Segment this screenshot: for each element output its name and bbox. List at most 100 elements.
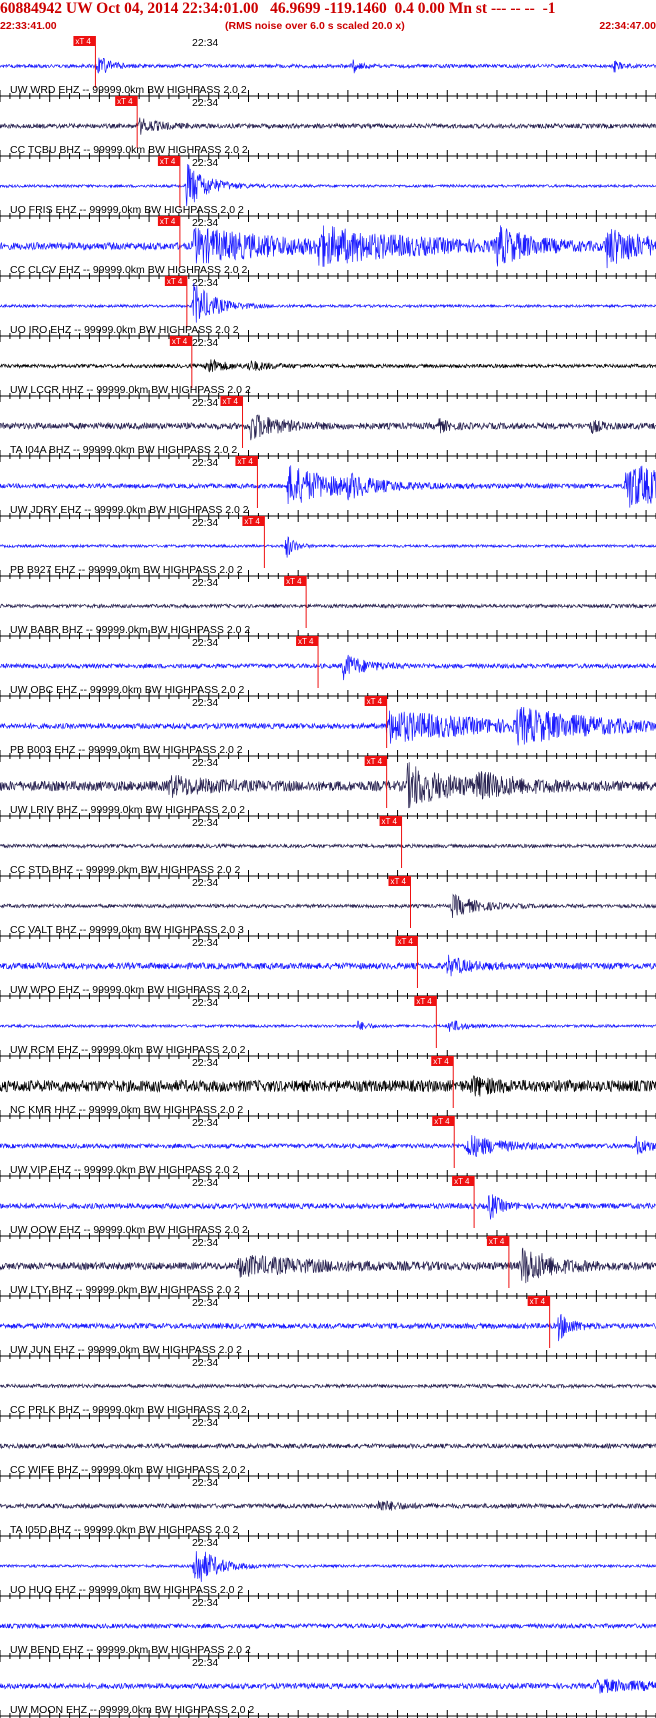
station-label: CC PRLK BHZ -- 99999.0km BW HIGHPASS 2.0… — [10, 1404, 247, 1416]
pick-label: xT 4 — [223, 397, 239, 406]
trace-panel: 22:34 xT 4 UW LCCR HHZ -- 99999.0km BW HIG… — [0, 336, 656, 402]
waveform-line — [0, 842, 656, 850]
station-label: UO IRO EHZ -- 99999.0km BW HIGHPASS 2.0 … — [10, 324, 239, 336]
time-mark-label: 22:34 — [192, 157, 218, 169]
station-label: UO HUO EHZ -- 99999.0km BW HIGHPASS 2.0 … — [10, 1584, 243, 1596]
pick-flag — [296, 636, 319, 646]
station-label: UW LCCR HHZ -- 99999.0km BW HIGHPASS 2.0… — [10, 384, 251, 396]
time-mark-label: 22:34 — [192, 817, 218, 829]
trace-panel: 22:34 xT 4 UO FRIS EHZ -- 99999.0km BW HIG… — [0, 156, 656, 222]
pick-flag — [157, 156, 180, 166]
waveform-line — [0, 225, 656, 269]
pick-flag — [220, 396, 243, 406]
pick-label: xT 4 — [172, 337, 188, 346]
waveform-line — [0, 1442, 656, 1450]
trace-panel: 22:34 xT 4 UW WPO EHZ -- 99999.0km BW HIGH… — [0, 936, 656, 1002]
time-mark-label: 22:34 — [192, 697, 218, 709]
trace-panel: 22:34 xT 4 NC KMR HHZ -- 99999.0km BW HIGH… — [0, 1056, 656, 1122]
pick-label: xT 4 — [298, 637, 314, 646]
pick-flag — [527, 1296, 550, 1306]
waveform-line — [0, 1020, 656, 1032]
waveform-line — [0, 1382, 656, 1390]
time-mark-label: 22:34 — [192, 1597, 218, 1609]
pick-flag — [169, 336, 192, 346]
trace-panel: 22:34 xT 4 UW JDRY EHZ -- 99999.0km BW HIG… — [0, 456, 656, 522]
trace-panel: 22:34 xT 4 CC VALT BHZ -- 99999.0km BW HIG… — [0, 876, 656, 942]
pick-flag — [379, 816, 402, 826]
time-mark-label: 22:34 — [192, 1477, 218, 1489]
time-mark-label: 22:34 — [192, 1417, 218, 1429]
station-label: UO FRIS EHZ -- 99999.0km BW HIGHPASS 2.0… — [10, 204, 244, 216]
seismogram-plot: 22:34 xT 4 UW WRD EHZ -- 99999.0km BW HIGH… — [0, 36, 656, 1718]
station-label: PB B003 EHZ -- 99999.0km BW HIGHPASS 2.0… — [10, 744, 243, 756]
station-label: UW OOW EHZ -- 99999.0km BW HIGHPASS 2.0 … — [10, 1224, 248, 1236]
station-label: UW VIP EHZ -- 99999.0km BW HIGHPASS 2.0 … — [10, 1164, 239, 1176]
station-label: CC TCBU BHZ -- 99999.0km BW HIGHPASS 2.0… — [10, 144, 248, 156]
station-label: TA I05D BHZ -- 99999.0km BW HIGHPASS 2.0… — [10, 1524, 239, 1536]
time-mark-label: 22:34 — [192, 1357, 218, 1369]
time-mark-label: 22:34 — [192, 877, 218, 889]
pick-flag — [364, 756, 387, 766]
time-mark-label: 22:34 — [192, 1117, 218, 1129]
station-label: UW WRD EHZ -- 99999.0km BW HIGHPASS 2.0 … — [10, 84, 247, 96]
waveform-line — [0, 602, 656, 610]
station-label: PB B927 EHZ -- 99999.0km BW HIGHPASS 2.0… — [10, 564, 243, 576]
trace-panel: 22:34 xT 4 CC CLCV EHZ -- 99999.0km BW HIG… — [0, 216, 656, 282]
waveform-line — [0, 1135, 656, 1158]
plot-header: 60884942 UW Oct 04, 2014 22:34:01.00 46.… — [0, 0, 656, 36]
waveform-line — [0, 1551, 656, 1582]
waveform-line — [0, 1313, 656, 1342]
station-label: CC STD BHZ -- 99999.0km BW HIGHPASS 2.0 … — [10, 864, 240, 876]
pick-label: xT 4 — [367, 757, 383, 766]
time-mark-label: 22:34 — [192, 757, 218, 769]
pick-label: xT 4 — [416, 997, 432, 1006]
pick-label: xT 4 — [489, 1237, 505, 1246]
pick-flag — [395, 936, 418, 946]
trace-panel: 22:34 xT 4 PB B927 EHZ -- 99999.0km BW HIG… — [0, 516, 656, 582]
pick-flag — [235, 456, 258, 466]
pick-label: xT 4 — [390, 877, 406, 886]
waveform-line — [0, 117, 656, 135]
pick-label: xT 4 — [434, 1117, 450, 1126]
station-label: UW JUN EHZ -- 99999.0km BW HIGHPASS 2.0 … — [10, 1344, 242, 1356]
pick-label: xT 4 — [433, 1057, 449, 1066]
trace-panel: 22:34 xT 4 CC TCBU BHZ -- 99999.0km BW HIG… — [0, 96, 656, 162]
pick-label: xT 4 — [160, 157, 176, 166]
waveform-line — [0, 282, 656, 323]
waveform-line — [0, 1247, 656, 1284]
pick-flag — [73, 36, 96, 46]
trace-panel: 22:34 UO HUO EHZ -- 99999.0km BW HIGHPASS… — [0, 1537, 656, 1602]
station-label: UW BEND EHZ -- 99999.0km BW HIGHPASS 2.0… — [10, 1644, 251, 1656]
trace-panel: 22:34 xT 4 UW LRIV BHZ -- 99999.0km BW HIG… — [0, 756, 656, 822]
trace-panel: 22:34 UW MOON EHZ -- 99999.0km BW HIGHPAS… — [0, 1657, 656, 1718]
pick-flag — [431, 1056, 454, 1066]
pick-label: xT 4 — [160, 217, 176, 226]
pick-label: xT 4 — [237, 457, 253, 466]
trace-panel: 22:34 xT 4 UW JUN EHZ -- 99999.0km BW HIGH… — [0, 1296, 656, 1362]
time-mark-label: 22:34 — [192, 1657, 218, 1669]
time-mark-label: 22:34 — [192, 997, 218, 1009]
station-label: UW MOON EHZ -- 99999.0km BW HIGHPASS 2.0… — [10, 1704, 254, 1716]
station-label: UW BABR BHZ -- 99999.0km BW HIGHPASS 2.0… — [10, 624, 250, 636]
time-mark-label: 22:34 — [192, 97, 218, 109]
trace-panel: 22:34 xT 4 UW VIP EHZ -- 99999.0km BW HIGH… — [0, 1116, 656, 1182]
trace-panel: 22:34 xT 4 UW RCM EHZ -- 99999.0km BW HIGH… — [0, 996, 656, 1062]
trace-panel: 22:34 xT 4 UW LTY BHZ -- 99999.0km BW HIGH… — [0, 1236, 656, 1302]
pick-flag — [364, 696, 387, 706]
pick-flag — [414, 996, 437, 1006]
waveform-line — [0, 893, 656, 919]
trace-panel: 22:34 CC PRLK BHZ -- 99999.0km BW HIGHPAS… — [0, 1357, 656, 1422]
pick-label: xT 4 — [167, 277, 183, 286]
trace-panel: 22:34 xT 4 UO IRO EHZ -- 99999.0km BW HIGH… — [0, 276, 656, 342]
pick-label: xT 4 — [397, 937, 413, 946]
pick-label: xT 4 — [75, 37, 91, 46]
station-label: UW OBC EHZ -- 99999.0km BW HIGHPASS 2.0 … — [10, 684, 245, 696]
station-label: UW WPO EHZ -- 99999.0km BW HIGHPASS 2.0 … — [10, 984, 247, 996]
station-label: UW RCM EHZ -- 99999.0km BW HIGHPASS 2.0 … — [10, 1044, 246, 1056]
trace-panel: 22:34 CC WIFE BHZ -- 99999.0km BW HIGHPAS… — [0, 1417, 656, 1482]
pick-flag — [432, 1116, 455, 1126]
time-mark-label: 22:34 — [192, 1297, 218, 1309]
trace-panel: 22:34 UW BEND EHZ -- 99999.0km BW HIGHPAS… — [0, 1597, 656, 1662]
time-mark-label: 22:34 — [192, 937, 218, 949]
time-mark-label: 22:34 — [192, 277, 218, 289]
